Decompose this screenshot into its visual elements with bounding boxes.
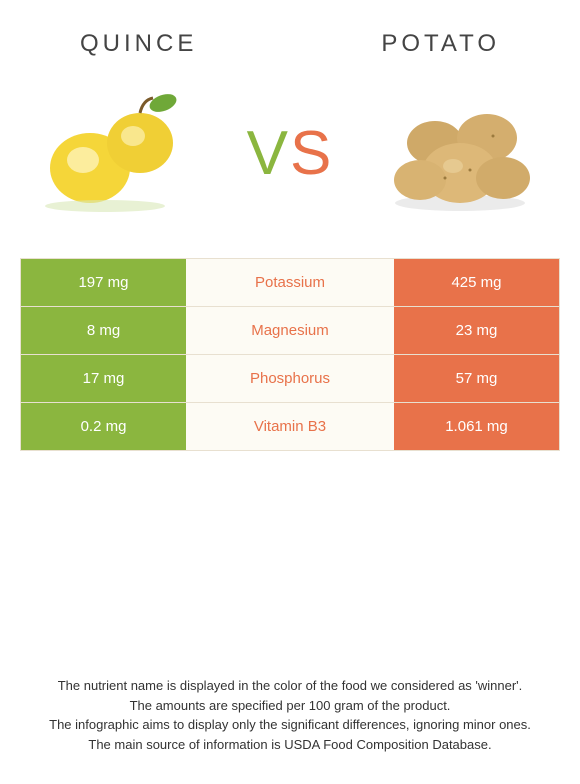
left-value: 8 mg: [21, 307, 186, 354]
left-title: Quince: [80, 30, 197, 58]
table-row: 197 mg Potassium 425 mg: [21, 259, 559, 307]
table-row: 0.2 mg Vitamin B3 1.061 mg: [21, 403, 559, 451]
vs-s: S: [290, 119, 333, 188]
footer-line: The nutrient name is displayed in the co…: [30, 676, 550, 696]
right-value: 23 mg: [394, 307, 559, 354]
footer-line: The main source of information is USDA F…: [30, 735, 550, 755]
vs-label: VS: [247, 118, 334, 189]
footer-notes: The nutrient name is displayed in the co…: [30, 676, 550, 754]
nutrient-label: Vitamin B3: [186, 403, 394, 450]
left-value: 197 mg: [21, 259, 186, 306]
left-value: 17 mg: [21, 355, 186, 402]
quince-image: [35, 88, 205, 218]
footer-line: The infographic aims to display only the…: [30, 715, 550, 735]
right-value: 57 mg: [394, 355, 559, 402]
footer-line: The amounts are specified per 100 gram o…: [30, 696, 550, 716]
left-value: 0.2 mg: [21, 403, 186, 450]
right-title: Potato: [381, 30, 500, 58]
vs-v: V: [247, 119, 290, 188]
nutrient-label: Magnesium: [186, 307, 394, 354]
table-row: 8 mg Magnesium 23 mg: [21, 307, 559, 355]
nutrient-table: 197 mg Potassium 425 mg 8 mg Magnesium 2…: [20, 258, 560, 451]
right-value: 1.061 mg: [394, 403, 559, 450]
right-value: 425 mg: [394, 259, 559, 306]
table-row: 17 mg Phosphorus 57 mg: [21, 355, 559, 403]
nutrient-label: Potassium: [186, 259, 394, 306]
nutrient-label: Phosphorus: [186, 355, 394, 402]
potato-image: [375, 88, 545, 218]
